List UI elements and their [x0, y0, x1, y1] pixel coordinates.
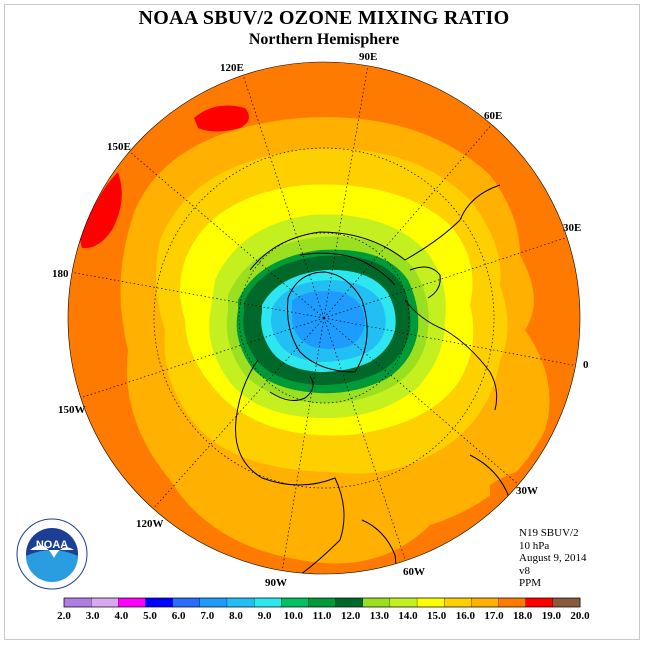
colorbar-tick-label: 10.0 — [284, 610, 304, 622]
map-boundary — [67, 61, 581, 575]
asia-coast — [249, 184, 501, 271]
lon-label-120e: 120E — [220, 62, 244, 74]
colorbar-tick-label: 11.0 — [313, 610, 332, 622]
colorbar-swatch — [91, 597, 119, 608]
russia-arctic-coast — [299, 252, 396, 286]
colorbar-swatch — [444, 597, 472, 608]
meridian-180 — [69, 271, 325, 319]
colorbar: 2.0 3.0 4.0 5.0 6.0 7.0 8.0 9.0 10.0 11.0 12.0 13.0… — [57, 597, 590, 622]
colorbar-tick-label: 17.0 — [484, 610, 504, 622]
colorbar-swatch — [416, 597, 445, 608]
product-info: N19 SBUV/2 10 hPa August 9, 2014 v8 PPM — [519, 527, 587, 590]
map-title: NOAA SBUV/2 OZONE MIXING RATIO — [138, 7, 510, 29]
lon-label-60w: 60W — [403, 566, 425, 578]
colorbar-tick-label: 3.0 — [86, 610, 100, 622]
noaa-logo-text: NOAA — [36, 539, 68, 551]
colorbar-tick-label: 7.0 — [200, 610, 214, 622]
lon-label-90w: 90W — [265, 577, 287, 589]
colorbar-swatch — [118, 597, 146, 608]
colorbar-swatch — [253, 597, 282, 608]
europe-coast — [404, 299, 498, 411]
date-label: August 9, 2014 — [519, 552, 587, 564]
colorbar-swatch — [63, 597, 92, 608]
colorbar-tick-label: 15.0 — [427, 610, 447, 622]
meridian-90e — [323, 64, 369, 319]
colorbar-swatch — [335, 597, 364, 608]
colorbar-swatch — [471, 597, 499, 608]
lon-label-60e: 60E — [484, 110, 503, 122]
noaa-logo: NOAA — [16, 518, 88, 590]
version-label: v8 — [519, 564, 530, 577]
pressure-level-label: 10 hPa — [519, 539, 550, 552]
meridian-150e — [129, 151, 325, 319]
map-subtitle: Northern Hemisphere — [248, 31, 400, 48]
lon-label-150e: 150E — [107, 141, 131, 153]
colorbar-tick-label: 8.0 — [229, 610, 243, 622]
colorbar-swatch — [525, 597, 554, 608]
latitude-circle-60 — [238, 232, 410, 404]
scandinavia-coast — [409, 266, 441, 299]
colorbar-tick-label: 16.0 — [456, 610, 476, 622]
colorbar-tick-label: 13.0 — [370, 610, 390, 622]
colorbar-swatch — [552, 597, 581, 608]
colorbar-tick-label: 4.0 — [114, 610, 128, 622]
colorbar-swatch — [362, 597, 391, 608]
south-america-coast — [361, 519, 397, 574]
colorbar-tick-label: 9.0 — [258, 610, 272, 622]
lon-label-180: 180 — [52, 268, 69, 280]
colorbar-tick-label: 19.0 — [542, 610, 562, 622]
colorbar-swatch — [226, 597, 255, 608]
meridian-150w — [79, 317, 325, 399]
colorbar-tick-label: 12.0 — [341, 610, 361, 622]
meridian-0 — [323, 317, 579, 367]
graticule — [69, 64, 579, 573]
lon-label-120w: 120W — [136, 518, 164, 530]
latitude-circle-30 — [153, 147, 495, 489]
north-america-coast — [235, 359, 345, 574]
colorbar-tick-label: 6.0 — [172, 610, 186, 622]
lon-label-90e: 90E — [359, 51, 378, 63]
units-label: PPM — [519, 577, 542, 589]
colorbar-swatch — [498, 597, 527, 608]
lon-label-0: 0 — [583, 359, 589, 371]
figure-frame — [4, 4, 640, 640]
colorbar-swatch — [199, 597, 228, 608]
colorbar-swatch — [145, 597, 174, 608]
field-7-8 — [292, 291, 366, 349]
colorbar-swatch — [389, 597, 418, 608]
lon-label-30w: 30W — [516, 485, 538, 497]
meridian-30w — [323, 317, 519, 485]
colorbar-tick-label: 14.0 — [398, 610, 418, 622]
lon-label-30e: 30E — [563, 222, 582, 234]
colorbar-tick-label: 2.0 — [57, 610, 71, 622]
meridian-30e — [323, 236, 569, 319]
field-18-19-west — [80, 172, 122, 249]
meridian-60e — [323, 121, 495, 319]
colorbar-tick-label: 20.0 — [570, 610, 590, 622]
field-18-19-north — [194, 105, 249, 132]
satellite-label: N19 SBUV/2 — [519, 527, 579, 539]
greenland-coast — [287, 271, 368, 373]
colorbar-swatch — [308, 597, 337, 608]
lon-label-150w: 150W — [58, 404, 86, 416]
meridian-120e — [239, 65, 325, 319]
hudson-bay-coast — [269, 375, 314, 401]
ozone-contour-fields — [68, 62, 580, 574]
colorbar-swatch — [172, 597, 201, 608]
colorbar-tick-label: 18.0 — [513, 610, 533, 622]
colorbar-swatch — [281, 597, 309, 608]
colorbar-tick-label: 5.0 — [143, 610, 157, 622]
meridian-120w — [151, 317, 325, 511]
meridian-90w — [281, 317, 325, 573]
